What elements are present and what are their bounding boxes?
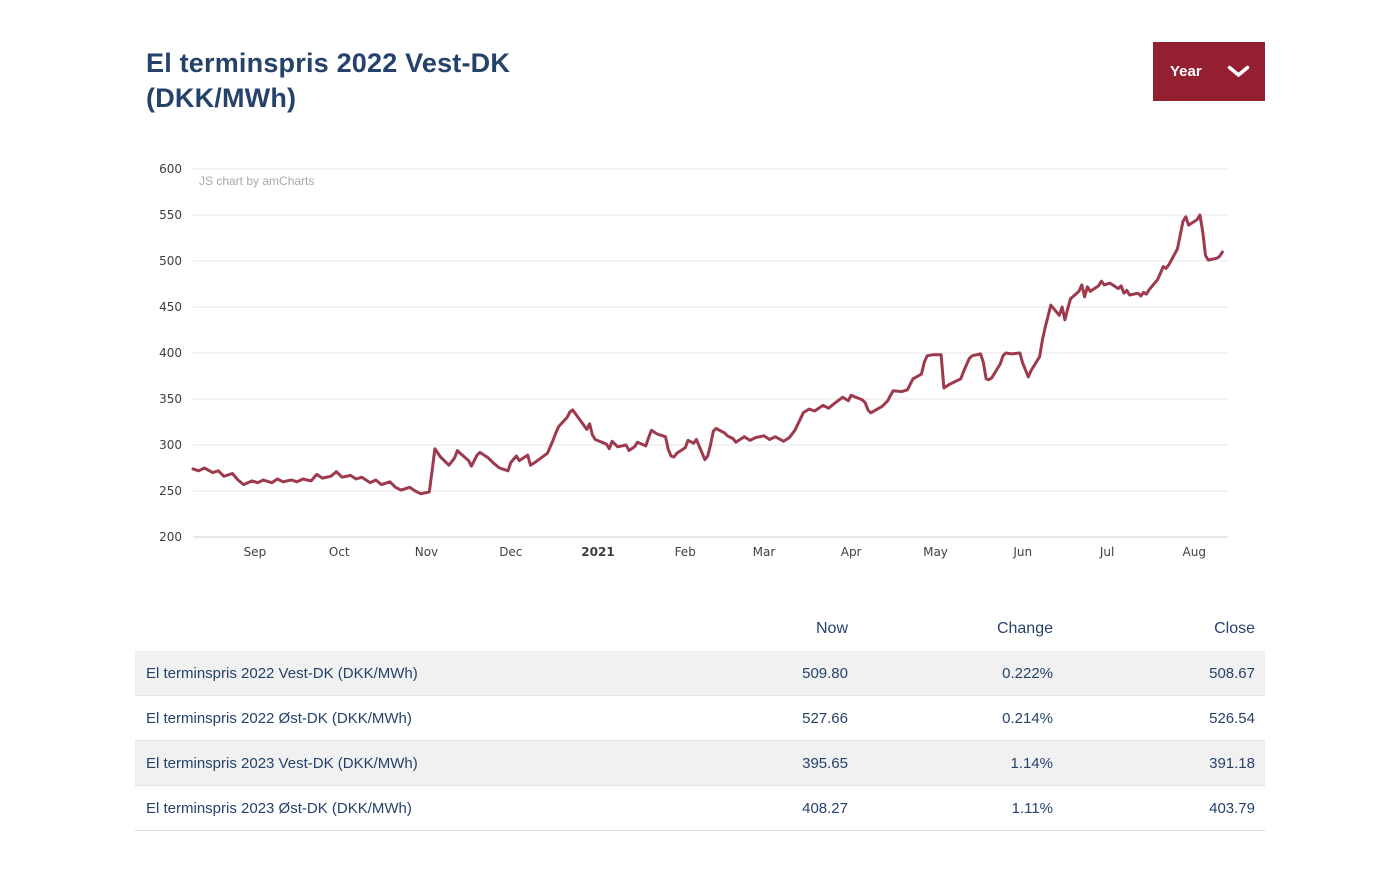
chevron-down-icon — [1227, 65, 1250, 78]
table-row[interactable]: El terminspris 2023 Øst-DK (DKK/MWh) 408.… — [135, 786, 1265, 831]
row-close-value: 391.18 — [1209, 754, 1255, 772]
x-axis-label-2021: 2021 — [581, 545, 614, 559]
row-now-value: 408.27 — [802, 799, 848, 817]
x-axis-label-Jun: Jun — [1012, 545, 1032, 559]
row-close-value: 526.54 — [1209, 709, 1255, 727]
price-table-header: Now Change Close — [135, 607, 1265, 651]
row-instrument-name: El terminspris 2023 Øst-DK (DKK/MWh) — [146, 799, 412, 817]
y-axis-label-450: 450 — [159, 300, 182, 314]
table-row[interactable]: El terminspris 2022 Vest-DK (DKK/MWh) 509… — [135, 651, 1265, 696]
x-axis-label-Sep: Sep — [244, 545, 267, 559]
x-axis-label-Mar: Mar — [753, 545, 776, 559]
table-row[interactable]: El terminspris 2023 Vest-DK (DKK/MWh) 395… — [135, 741, 1265, 786]
header-now: Now — [815, 620, 848, 637]
row-change-value: 1.11% — [1011, 799, 1053, 817]
header-close: Close — [1214, 620, 1255, 637]
price-line-series[interactable] — [191, 213, 1224, 496]
row-now-value: 509.80 — [802, 664, 848, 682]
table-row[interactable]: El terminspris 2022 Øst-DK (DKK/MWh) 527.… — [135, 696, 1265, 741]
x-axis-label-Dec: Dec — [499, 545, 522, 559]
amcharts-watermark: JS chart by amCharts — [199, 174, 315, 188]
row-instrument-name: El terminspris 2022 Øst-DK (DKK/MWh) — [146, 709, 412, 727]
x-axis-label-Aug: Aug — [1183, 545, 1206, 559]
row-close-value: 508.67 — [1209, 664, 1255, 682]
price-table-body: El terminspris 2022 Vest-DK (DKK/MWh) 509… — [135, 651, 1265, 831]
row-instrument-name: El terminspris 2022 Vest-DK (DKK/MWh) — [146, 664, 418, 682]
row-change-value: 1.14% — [1010, 754, 1053, 772]
price-table: Now Change Close El terminspris 2022 Ves… — [135, 607, 1265, 831]
page-title-line1: El terminspris 2022 Vest-DK — [146, 48, 511, 78]
page-title-line2: (DKK/MWh) — [146, 83, 297, 113]
y-axis-label-200: 200 — [159, 530, 182, 544]
row-close-value: 403.79 — [1209, 799, 1255, 817]
row-now-value: 527.66 — [802, 709, 848, 727]
x-axis-label-May: May — [923, 545, 948, 559]
row-change-value: 0.222% — [1002, 664, 1053, 682]
x-axis-label-Nov: Nov — [415, 545, 438, 559]
header-change: Change — [996, 620, 1053, 637]
y-axis-label-400: 400 — [159, 346, 182, 360]
row-change-value: 0.214% — [1002, 709, 1053, 727]
row-now-value: 395.65 — [802, 754, 848, 772]
price-chart[interactable]: 200 250 300 350 400 450 500 550 600 Sep Oct Nov Dec 2… — [0, 0, 1398, 600]
y-axis-label-350: 350 — [159, 392, 182, 406]
x-axis-label-Oct: Oct — [329, 545, 350, 559]
y-axis-label-300: 300 — [159, 438, 182, 452]
y-axis-label-600: 600 — [159, 162, 182, 176]
y-axis-label-500: 500 — [159, 254, 182, 268]
x-axis-label-Apr: Apr — [841, 545, 862, 559]
page-title: El terminspris 2022 Vest-DK (DKK/MWh) — [146, 46, 510, 116]
period-selector-button[interactable]: Year — [1153, 42, 1265, 101]
y-axis-label-250: 250 — [159, 484, 182, 498]
y-axis-label-550: 550 — [159, 208, 182, 222]
x-axis-label-Jul: Jul — [1099, 545, 1114, 559]
period-selector-label: Year — [1170, 63, 1202, 80]
x-axis-label-Feb: Feb — [675, 545, 696, 559]
row-instrument-name: El terminspris 2023 Vest-DK (DKK/MWh) — [146, 754, 418, 772]
